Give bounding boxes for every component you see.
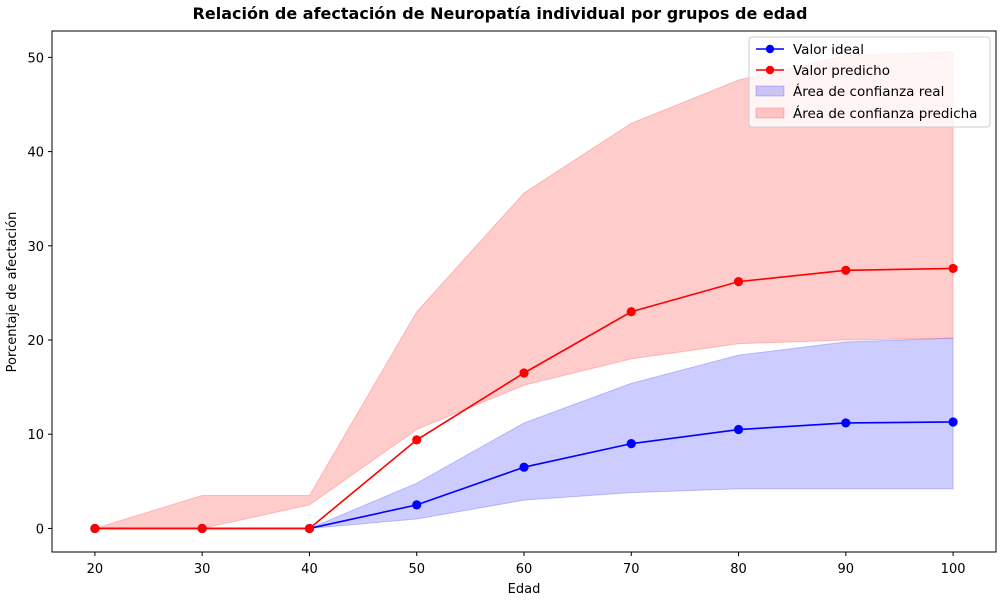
legend-label-area-real: Área de confianza real: [793, 83, 944, 100]
point-valor-ideal-90: [841, 418, 851, 428]
y-tick-label-0: 0: [36, 522, 44, 537]
legend-swatch-area-predicha: [755, 107, 785, 119]
y-axis-label: Porcentaje de afectación: [5, 212, 20, 373]
point-valor-ideal-80: [733, 424, 744, 435]
x-tick-label-60: 60: [516, 562, 533, 577]
confidence-bands: [94, 51, 954, 529]
y-tick-label-50: 50: [27, 51, 44, 66]
legend: Valor ideal Valor predicho Área de confi…: [748, 36, 991, 128]
x-tick-label-80: 80: [730, 562, 747, 577]
legend-label-valor-predicho: Valor predicho: [793, 63, 890, 79]
legend-marker-valor-ideal: [765, 44, 775, 54]
point-valor-ideal-50: [412, 500, 422, 510]
legend-frame: [748, 36, 991, 128]
x-tick-label-30: 30: [194, 562, 211, 577]
y-tick-label-40: 40: [27, 146, 44, 161]
x-axis-label: Edad: [508, 582, 541, 597]
x-tick-label-50: 50: [408, 562, 425, 577]
point-valor-predicho-90: [841, 265, 851, 275]
point-valor-predicho-70: [626, 307, 636, 317]
x-tick-label-90: 90: [838, 562, 855, 577]
legend-swatch-area-real: [755, 85, 785, 97]
point-valor-predicho-100: [948, 263, 958, 274]
point-valor-predicho-20: [90, 523, 100, 534]
x-axis-ticks: 20 30 40 50 60 70 80 90 100: [87, 552, 966, 577]
y-tick-label-30: 30: [27, 240, 44, 255]
series-markers: [90, 263, 958, 534]
band-area-de-confianza-real: [94, 337, 954, 529]
point-valor-ideal-100: [948, 417, 958, 427]
legend-marker-valor-predicho: [765, 65, 775, 75]
chart-title: Relación de afectación de Neuropatía ind…: [193, 4, 808, 23]
y-axis-ticks: 0 10 20 30 40 50: [27, 51, 52, 537]
point-valor-ideal-70: [626, 439, 636, 449]
point-valor-predicho-50: [412, 435, 422, 445]
band-area-de-confianza-predicha: [94, 51, 954, 529]
x-tick-label-40: 40: [301, 562, 318, 577]
legend-label-valor-ideal: Valor ideal: [793, 42, 864, 58]
point-valor-predicho-30: [197, 523, 207, 534]
point-valor-predicho-40: [304, 523, 315, 534]
legend-label-area-predicha: Área de confianza predicha: [793, 105, 977, 122]
y-tick-label-20: 20: [27, 334, 44, 349]
x-tick-label-70: 70: [623, 562, 640, 577]
x-tick-label-20: 20: [87, 562, 104, 577]
point-valor-predicho-80: [733, 277, 744, 287]
point-valor-predicho-60: [519, 368, 529, 378]
y-tick-label-10: 10: [27, 428, 44, 443]
x-tick-label-100: 100: [941, 562, 966, 577]
point-valor-ideal-60: [519, 462, 529, 472]
